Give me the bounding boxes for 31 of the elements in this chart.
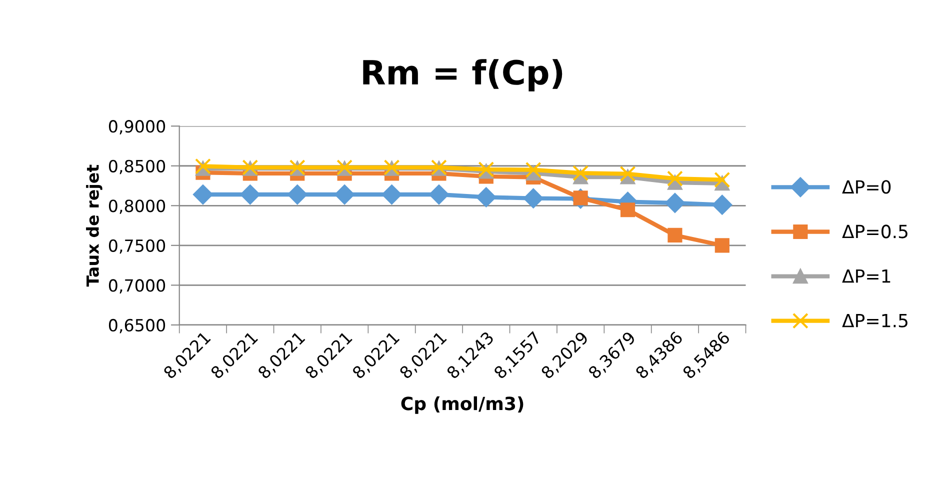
point — [666, 170, 683, 187]
chart-title: Rm = f(Cp) — [363, 59, 562, 92]
legend-label: ΔP=0 — [842, 180, 891, 194]
x-axis-title: Cp (mol/m3) — [401, 396, 524, 414]
point — [665, 193, 685, 213]
point — [429, 184, 449, 204]
legend-label: ΔP=1.5 — [842, 314, 908, 328]
point — [382, 184, 402, 204]
point — [523, 188, 544, 208]
y-tick-label: 0,9000 — [108, 120, 166, 134]
point — [712, 194, 732, 215]
y-tick-label: 0,7000 — [108, 279, 166, 294]
legend-label: ΔP=1 — [842, 269, 890, 283]
point — [525, 162, 542, 178]
y-tick-label: 0,8500 — [108, 160, 166, 174]
point — [620, 202, 636, 218]
legend-label: ΔP=0.5 — [842, 224, 908, 238]
y-tick-label: 0,8000 — [108, 200, 166, 214]
point — [668, 228, 682, 243]
y-tick-label: 0,7500 — [108, 239, 166, 254]
point — [193, 184, 213, 204]
point — [334, 184, 354, 204]
point — [620, 166, 636, 182]
y-axis-title: Taux de rejet — [86, 164, 102, 287]
point — [714, 172, 730, 188]
point — [476, 187, 496, 208]
point — [287, 184, 308, 204]
point — [572, 165, 589, 182]
point — [240, 184, 260, 204]
y-tick-label: 0,6500 — [108, 318, 166, 334]
point — [714, 238, 730, 253]
